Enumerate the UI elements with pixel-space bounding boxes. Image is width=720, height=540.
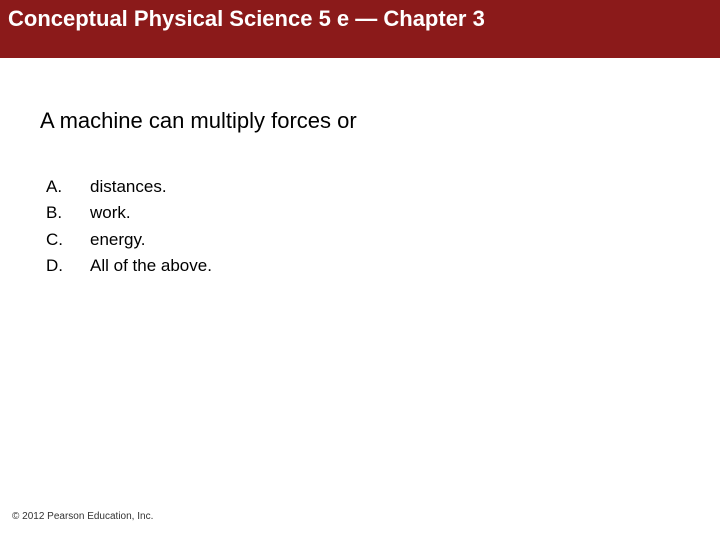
option-text-a: distances. bbox=[90, 174, 167, 200]
options-list: A. distances. B. work. C. energy. D. All… bbox=[40, 174, 680, 279]
option-letter-c: C. bbox=[46, 227, 90, 253]
question-area: A machine can multiply forces or A. dist… bbox=[0, 58, 720, 279]
option-a: A. distances. bbox=[46, 174, 680, 200]
copyright-footer: © 2012 Pearson Education, Inc. bbox=[12, 511, 153, 522]
option-b: B. work. bbox=[46, 200, 680, 226]
option-text-d: All of the above. bbox=[90, 253, 212, 279]
option-letter-a: A. bbox=[46, 174, 90, 200]
header-title: Conceptual Physical Science 5 e — Chapte… bbox=[8, 6, 485, 32]
option-d: D. All of the above. bbox=[46, 253, 680, 279]
option-letter-b: B. bbox=[46, 200, 90, 226]
option-letter-d: D. bbox=[46, 253, 90, 279]
option-text-c: energy. bbox=[90, 227, 145, 253]
option-text-b: work. bbox=[90, 200, 131, 226]
question-text: A machine can multiply forces or bbox=[40, 108, 680, 134]
option-c: C. energy. bbox=[46, 227, 680, 253]
header-bar: Conceptual Physical Science 5 e — Chapte… bbox=[0, 0, 720, 58]
